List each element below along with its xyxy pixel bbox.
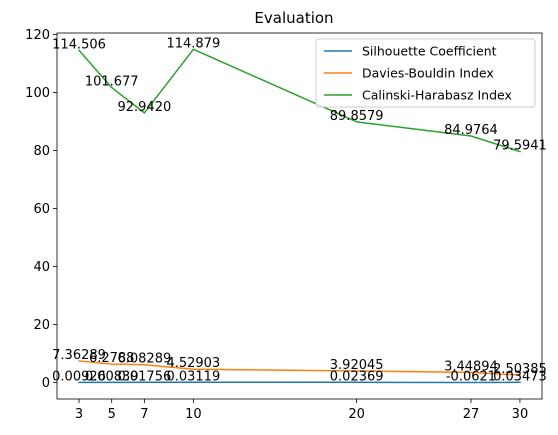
- x-tick-label: 27: [463, 407, 480, 422]
- y-tick-label: 0: [42, 376, 50, 391]
- data-label: 0.01756: [117, 369, 171, 384]
- data-label: -0.0621: [446, 370, 496, 385]
- y-tick-label: 80: [33, 144, 50, 159]
- data-label: 114.879: [166, 36, 220, 51]
- data-label: 114.506: [52, 37, 106, 52]
- data-label: 0.03119: [166, 369, 220, 384]
- data-label: 0.00839: [85, 369, 139, 384]
- data-label: 101.677: [85, 75, 139, 90]
- data-label: 6.2788: [89, 351, 135, 366]
- series-line-1: [78, 360, 521, 376]
- legend-entry-label: Calinski-Harabasz Index: [362, 88, 512, 103]
- legend-entry-label: Silhouette Coefficient: [362, 44, 497, 59]
- data-label: 0.03473: [493, 369, 547, 384]
- x-tick-label: 3: [75, 407, 83, 422]
- y-tick-label: 40: [33, 260, 50, 275]
- y-tick-label: 60: [33, 202, 50, 217]
- x-tick-label: 5: [108, 407, 116, 422]
- axes-layer: 3 5 7 10 20 27 30 0 20 40 60 80 100 120: [25, 28, 543, 422]
- legend-box: [315, 38, 536, 108]
- x-tick-label: 10: [185, 407, 202, 422]
- data-label: 2.50385: [493, 362, 547, 377]
- x-tick-label: 20: [348, 407, 365, 422]
- data-label: 89.8579: [330, 109, 384, 124]
- y-tick-label: 100: [25, 86, 50, 101]
- data-label: 84.9764: [444, 123, 498, 138]
- data-label: 7.36289: [52, 348, 106, 363]
- data-label: 0.02369: [330, 369, 384, 384]
- series-line-2: [77, 48, 521, 153]
- x-tick-label: 7: [140, 407, 148, 422]
- data-label: 92.9420: [117, 100, 171, 115]
- legend-entry-label: Davies-Bouldin Index: [362, 66, 494, 81]
- legend: Silhouette Coefficient Davies-Bouldin Ind…: [315, 38, 536, 108]
- data-label: 3.44894: [444, 359, 498, 374]
- y-tick-label: 120: [25, 28, 50, 43]
- series-layer: [77, 48, 521, 384]
- data-label: 0.00926: [52, 369, 106, 384]
- y-tick-label: 20: [33, 318, 50, 333]
- data-label: 4.52903: [166, 356, 220, 371]
- plot-frame: [56, 32, 543, 400]
- data-label: 3.92045: [330, 358, 384, 373]
- data-label: 6.08289: [117, 352, 171, 367]
- x-tick-label: 30: [512, 407, 529, 422]
- chart-title: Evaluation: [254, 9, 333, 27]
- data-label: 79.5941: [493, 139, 547, 154]
